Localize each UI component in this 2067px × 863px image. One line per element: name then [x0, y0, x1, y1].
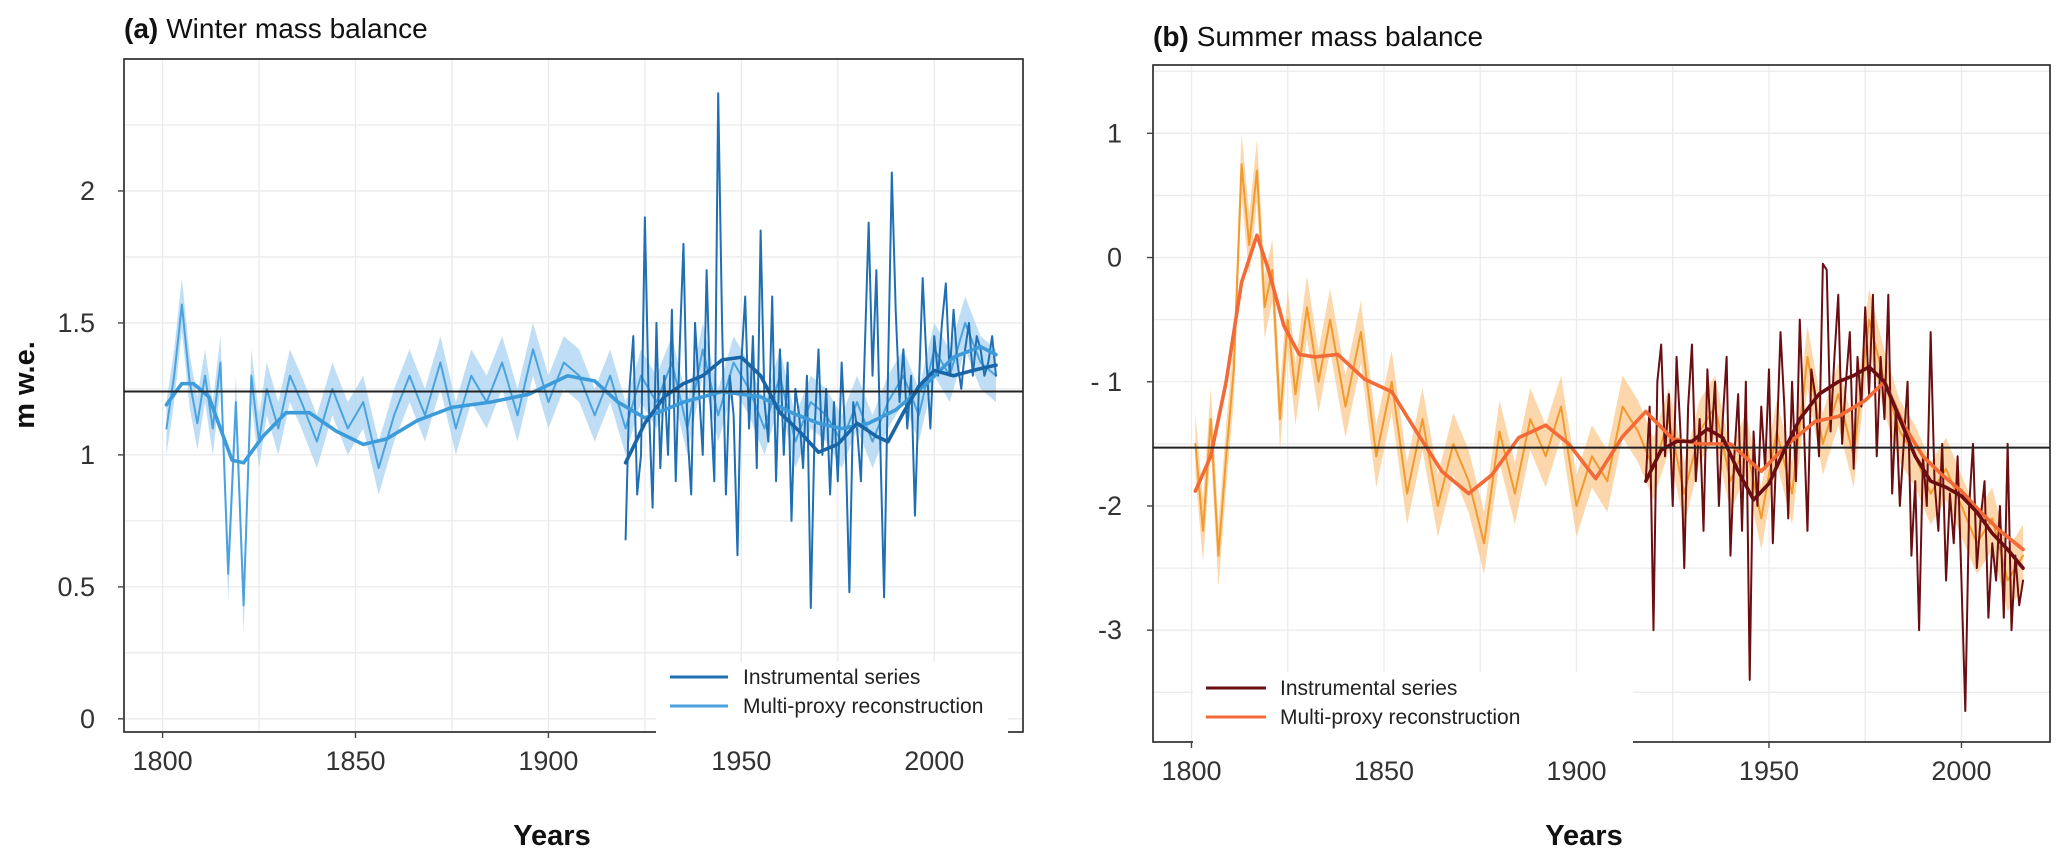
panel-a-plot-frame: [123, 58, 1024, 733]
y-tick-label: 1.5: [57, 308, 95, 338]
panel-a-x-axis-title: Years: [513, 820, 590, 852]
panel-a-legend-box: [656, 662, 1008, 740]
x-tick-label: 1900: [518, 746, 578, 776]
panel-a-series: [164, 92, 998, 609]
panel-b-legend-label-reconstruction: Multi-proxy reconstruction: [1280, 706, 1520, 729]
panel-a-title: (a) Winter mass balance: [124, 13, 428, 44]
x-tick-label: 1900: [1546, 756, 1606, 786]
series-line-instrumental-series: [624, 92, 997, 609]
panel-b-x-axis-title: Years: [1545, 820, 1622, 852]
panel-a-legend: Instrumental series Multi-proxy reconstr…: [656, 662, 1008, 740]
panel-a-legend-label-instrumental: Instrumental series: [743, 666, 920, 689]
panel-a-axis-ticks: 1800 1850 1900 1950 2000 0 0.5 1 1.5 2: [57, 176, 964, 776]
panel-b-legend: Instrumental series Multi-proxy reconstr…: [1193, 672, 1633, 754]
x-tick-label: 1950: [1739, 756, 1799, 786]
panel-b-legend-label-instrumental: Instrumental series: [1280, 677, 1457, 700]
panel-b-tag: (b): [1153, 21, 1189, 52]
series-line-instrumental-series-smoothed: [623, 355, 998, 465]
panel-a-y-axis-title: m w.e.: [9, 341, 41, 429]
y-tick-label: 0: [1107, 243, 1122, 273]
x-tick-label: 1950: [711, 746, 771, 776]
y-tick-label: -2: [1098, 491, 1122, 521]
y-tick-label: 2: [80, 176, 95, 206]
panel-a-tag: (a): [124, 13, 158, 44]
series-line-instrumental-series: [1644, 262, 2025, 712]
y-tick-label: -3: [1098, 615, 1122, 645]
y-tick-label: - 1: [1090, 367, 1122, 397]
series-line-instrumental-series-smoothed: [1643, 365, 2025, 570]
x-tick-label: 2000: [1931, 756, 1991, 786]
panel-b-series: [1193, 163, 2025, 712]
panel-b-title-text: Summer mass balance: [1197, 21, 1483, 52]
x-tick-label: 1800: [133, 746, 193, 776]
panel-b-legend-box: [1193, 672, 1633, 754]
y-tick-label: 0.5: [57, 572, 95, 602]
x-tick-label: 1850: [1354, 756, 1414, 786]
x-tick-label: 1800: [1161, 756, 1221, 786]
panel-b-axis-ticks: 1800 1850 1900 1950 2000 -3 -2 - 1 0 1: [1090, 118, 1991, 786]
panel-a-winter-mass-balance: 1800 1850 1900 1950 2000 0 0.5 1 1.5 2 (a) Winter …: [9, 13, 1024, 852]
panel-b-title: (b) Summer mass balance: [1153, 21, 1483, 52]
panel-b-summer-mass-balance: 1800 1850 1900 1950 2000 -3 -2 - 1 0 1 (b) Summer …: [1090, 21, 2051, 852]
y-tick-label: 0: [80, 704, 95, 734]
x-tick-label: 1850: [325, 746, 385, 776]
panel-a-legend-label-reconstruction: Multi-proxy reconstruction: [743, 695, 983, 718]
panel-a-title-text: Winter mass balance: [166, 13, 427, 44]
y-tick-label: 1: [1107, 118, 1122, 148]
y-tick-label: 1: [80, 440, 95, 470]
x-tick-label: 2000: [904, 746, 964, 776]
